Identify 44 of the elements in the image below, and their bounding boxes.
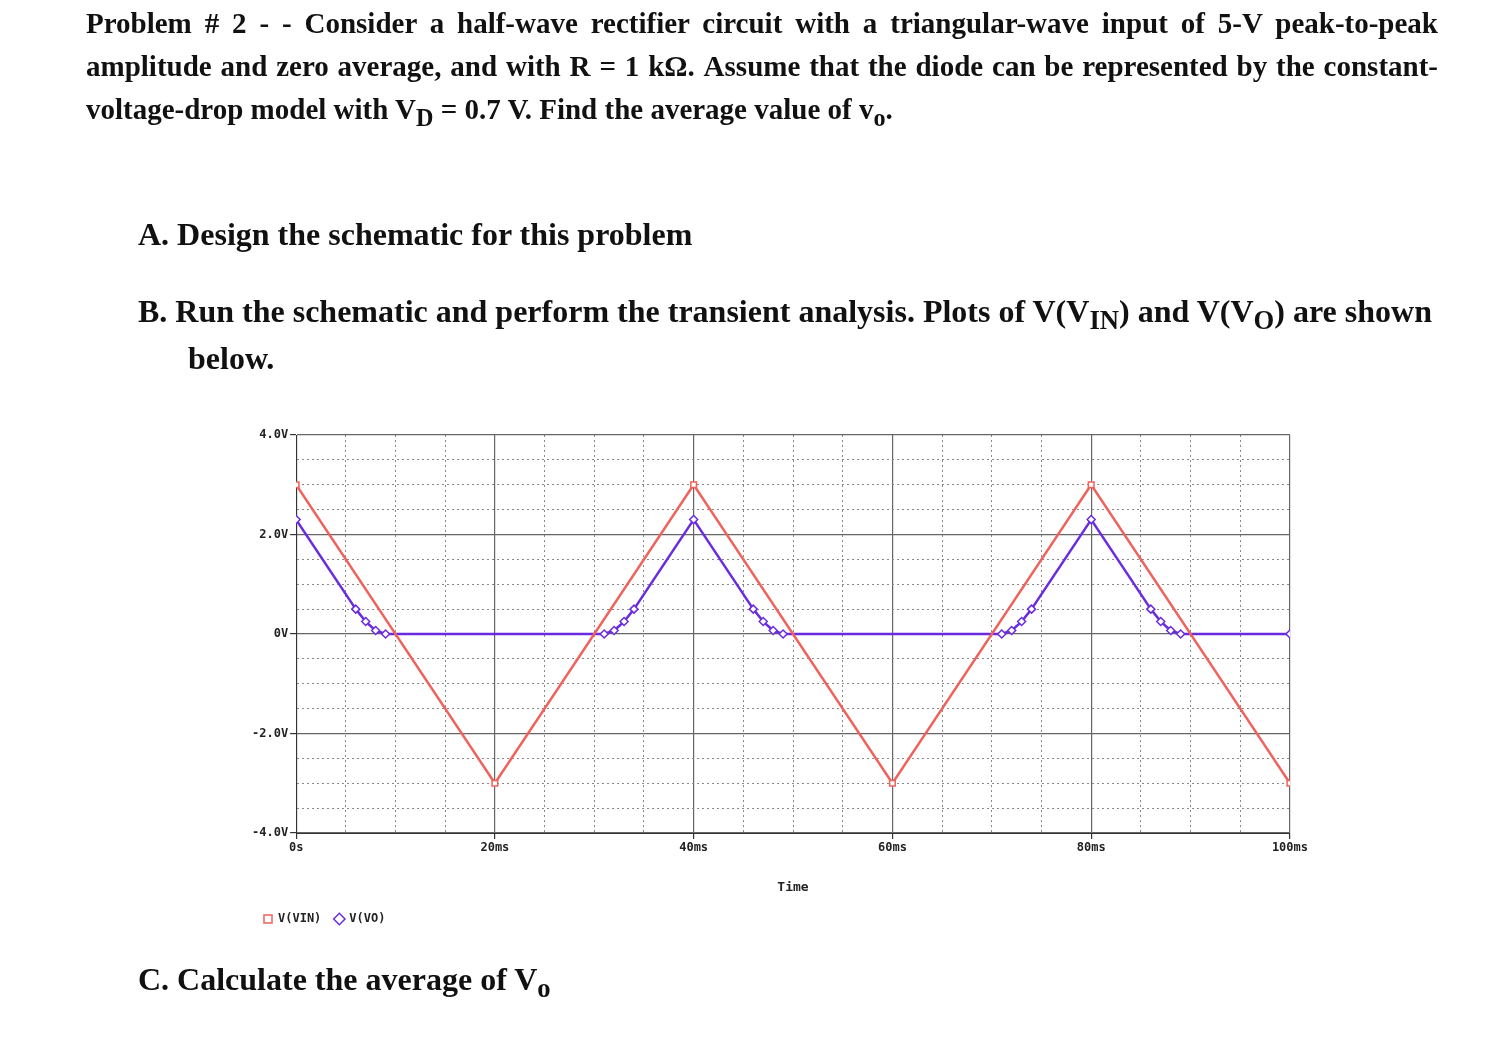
y-tick-label: 2.0V [259,526,289,541]
point [1155,616,1166,627]
point [360,616,371,627]
y-tick-label: 4.0V [259,427,289,442]
point [1016,616,1027,627]
point [1175,629,1186,639]
point [1146,604,1156,614]
point [599,629,609,639]
point [778,629,788,639]
point [1026,604,1037,614]
chart-title: Problem # 2 - - Consider a half-wave rectifier circuit with a triangular-wave input of 5-V peak-to-peak amplitude and zero average, and with R = 1 kΩ. Assume that the diode can be represented by the constant-voltage-drop model with V$_{D}$ = 0.7 V. Find the average value of v$_{o}$. [86,6,1438,133]
y-tick-label: 0V [273,626,289,641]
legend-label: V(VIN) [278,911,322,926]
point [690,481,698,489]
text: B. Run the schematic and perform the transient analysis. Plots of V(V$_{IN}$) and V(V$_{O}$) are shown below. [138,293,1432,377]
point [1006,625,1017,636]
point [619,616,629,627]
point [351,604,361,614]
point [370,625,381,636]
x-axis-title: Time [777,878,809,894]
point [768,625,778,636]
text: C. Calculate the average of V$_{o}$ [138,960,552,1006]
point [888,779,896,787]
point [609,625,619,636]
point [491,779,499,787]
x-tick-label: 60ms [877,840,907,855]
x-tick-label: 40ms [679,840,709,855]
x-tick-label: 100ms [1271,840,1308,855]
point [1086,514,1096,525]
y-tick-label: -2.0V [252,725,289,740]
point [996,629,1007,639]
point [380,629,391,639]
x-tick-label: 0s [288,840,304,855]
y-tick-label: -4.0V [252,825,289,840]
legend-label: V(VO) [349,911,386,926]
point [629,604,639,614]
point [1087,481,1095,489]
point [1165,625,1176,636]
text: A. Design the schematic for this problem [138,215,694,253]
x-tick-label: 20ms [480,840,510,855]
x-tick-label: 80ms [1076,840,1106,855]
point [688,514,699,525]
point [758,616,768,627]
point [748,604,759,614]
